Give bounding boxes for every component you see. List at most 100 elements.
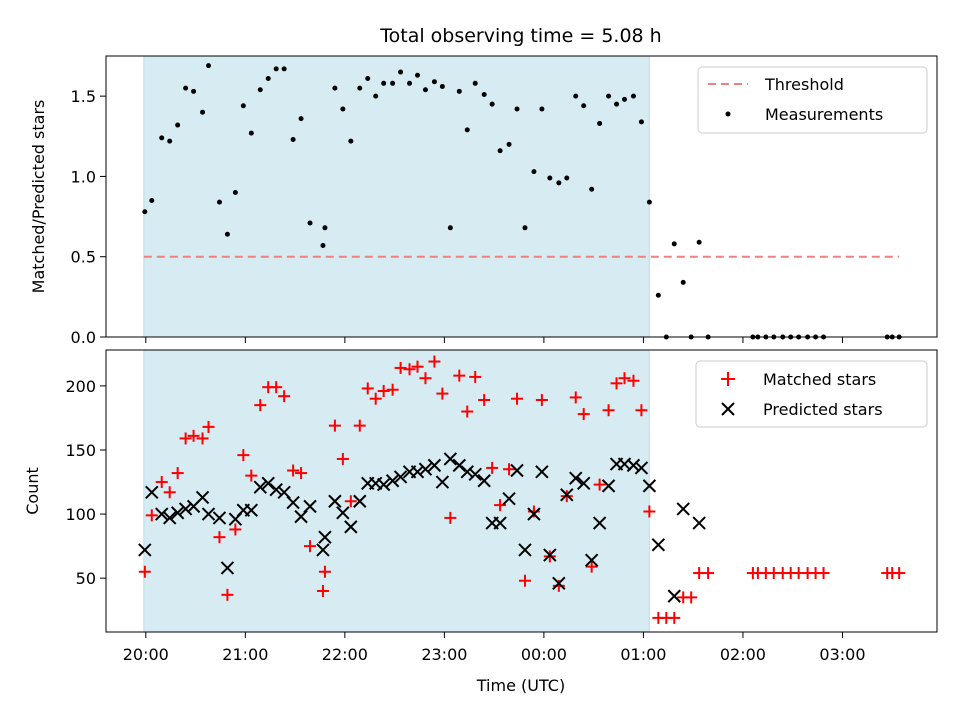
matched-star-point — [817, 567, 830, 580]
predicted-star-point — [410, 465, 425, 479]
measurement-point — [630, 93, 636, 99]
matched-star-point — [453, 369, 466, 382]
matched-star-point — [535, 393, 548, 406]
matched-star-point — [138, 565, 151, 578]
predicted-star-point — [336, 506, 350, 520]
measurement-point — [200, 109, 206, 115]
measurement-point — [332, 85, 338, 91]
measurement-point — [216, 199, 222, 205]
measurement-point — [589, 186, 595, 192]
matched-star-point — [328, 419, 341, 432]
measurement-point — [290, 136, 296, 142]
matched-star-point — [202, 420, 215, 433]
ratio-y-tick-label: 0.5 — [71, 248, 96, 267]
measurement-point — [481, 92, 487, 98]
predicted-star-point — [569, 471, 583, 485]
measurement-point — [531, 169, 537, 175]
measurement-point — [547, 175, 553, 181]
predicted-star-point — [201, 507, 216, 521]
measurement-point — [183, 85, 189, 91]
predicted-star-point — [385, 474, 400, 488]
ratio-panel: 0.0 0.5 1.0 1.5 Matched/Predicted stars Thr… — [29, 55, 938, 347]
matched-star-point — [444, 511, 457, 524]
predicted-star-point — [328, 494, 342, 508]
x-tick-label: 01:00 — [620, 645, 666, 664]
predicted-star-point — [642, 479, 657, 493]
matched-star-point — [635, 404, 648, 417]
predicted-star-point — [220, 561, 235, 575]
measurement-point — [573, 93, 579, 99]
matched-star-point — [377, 385, 390, 398]
predicted-star-point — [592, 516, 607, 530]
measurement-point — [415, 72, 421, 78]
measurement-point — [456, 88, 462, 94]
measurement-point — [348, 138, 354, 144]
measurement-point — [149, 198, 155, 204]
matched-star-point — [552, 579, 565, 592]
matched-star-point — [213, 531, 226, 544]
matched-star-point — [486, 461, 499, 474]
predicted-star-point — [244, 503, 259, 517]
matched-star-point — [369, 392, 382, 405]
matched-star-point — [494, 499, 507, 512]
legend-matched-label: Matched stars — [763, 370, 876, 389]
matched-star-point — [593, 478, 606, 491]
measurement-point — [539, 106, 545, 112]
measurement-point — [232, 189, 238, 195]
chart-title: Total observing time = 5.08 h — [379, 25, 661, 47]
matched-star-point — [668, 611, 681, 624]
predicted-star-point — [651, 538, 666, 552]
x-tick-label: 20:00 — [123, 645, 169, 664]
matched-star-point — [428, 355, 441, 368]
measurement-point — [206, 63, 212, 69]
predicted-star-point — [344, 520, 358, 534]
measurement-point — [489, 101, 495, 107]
measurement-point — [167, 138, 173, 144]
measurement-point — [322, 225, 328, 231]
predicted-star-point — [286, 495, 300, 510]
predicted-star-point — [393, 470, 408, 484]
measurement-point — [307, 220, 313, 226]
predicted-star-point — [195, 490, 210, 505]
measurement-point — [439, 84, 445, 90]
predicted-star-point — [510, 463, 524, 478]
predicted-star-point — [452, 458, 467, 473]
matched-star-point — [229, 523, 242, 536]
matched-star-point — [577, 408, 590, 421]
measurement-point — [671, 241, 677, 247]
matched-star-point — [270, 381, 283, 394]
matched-star-point — [403, 363, 416, 376]
measurement-point — [320, 242, 326, 248]
legend-predicted-label: Predicted stars — [763, 400, 883, 419]
predicted-star-point — [303, 499, 317, 514]
measurement-point — [191, 88, 197, 94]
measurement-point — [422, 87, 428, 93]
x-tick-label: 02:00 — [720, 645, 766, 664]
matched-star-point — [602, 404, 615, 417]
count-y-tick-label: 150 — [65, 441, 96, 460]
measurement-point — [556, 180, 562, 186]
measurement-point — [298, 116, 304, 122]
predicted-star-point — [468, 467, 482, 482]
matched-star-point — [187, 429, 200, 442]
measurement-point — [506, 141, 512, 147]
legend-measurements-label: Measurements — [765, 105, 883, 124]
matched-star-point — [278, 390, 291, 403]
measurement-point — [357, 85, 363, 91]
measurement-point — [175, 122, 181, 128]
x-tick-label: 00:00 — [521, 645, 567, 664]
predicted-star-point — [253, 480, 267, 494]
predicted-star-point — [493, 516, 507, 530]
ratio-plot-frame — [105, 55, 938, 338]
predicted-star-point — [353, 494, 367, 508]
predicted-star-point — [601, 479, 616, 493]
matched-star-point — [478, 393, 491, 406]
measurement-point — [240, 103, 246, 109]
matched-star-point — [221, 588, 234, 601]
measurement-point — [447, 225, 453, 231]
matched-star-point — [361, 382, 374, 395]
count-y-tick-label: 200 — [65, 377, 96, 396]
measurement-point — [381, 80, 387, 86]
measurement-point — [281, 66, 287, 72]
